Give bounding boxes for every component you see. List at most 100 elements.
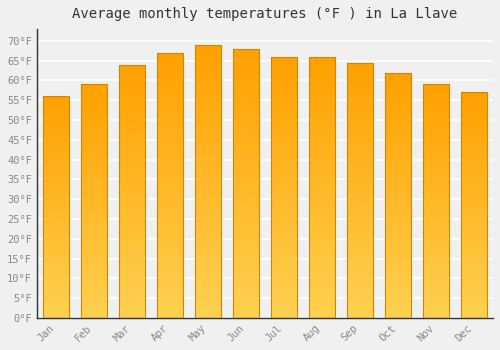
- Bar: [346, 168, 374, 171]
- Bar: [118, 80, 145, 84]
- Bar: [422, 294, 450, 297]
- Bar: [308, 128, 336, 132]
- Bar: [346, 152, 374, 155]
- Bar: [232, 267, 259, 271]
- Bar: [80, 315, 107, 318]
- Bar: [460, 239, 487, 242]
- Bar: [422, 222, 450, 224]
- Bar: [118, 131, 145, 134]
- Bar: [194, 198, 221, 202]
- Bar: [460, 281, 487, 284]
- Bar: [118, 150, 145, 153]
- Bar: [384, 140, 411, 143]
- Bar: [232, 113, 259, 116]
- Bar: [194, 144, 221, 147]
- Bar: [422, 166, 450, 169]
- Bar: [308, 112, 336, 116]
- Bar: [118, 169, 145, 172]
- Bar: [384, 97, 411, 100]
- Bar: [384, 244, 411, 247]
- Bar: [384, 300, 411, 302]
- Bar: [118, 175, 145, 178]
- Bar: [384, 266, 411, 269]
- Bar: [42, 243, 69, 246]
- Bar: [270, 155, 297, 158]
- Bar: [80, 122, 107, 125]
- Bar: [80, 298, 107, 300]
- Bar: [460, 126, 487, 129]
- Bar: [346, 283, 374, 286]
- Bar: [232, 83, 259, 86]
- Bar: [460, 174, 487, 177]
- Bar: [308, 155, 336, 158]
- Bar: [384, 72, 411, 318]
- Bar: [118, 214, 145, 217]
- Bar: [156, 222, 183, 225]
- Bar: [156, 315, 183, 318]
- Bar: [156, 304, 183, 308]
- Bar: [42, 276, 69, 279]
- Bar: [194, 62, 221, 65]
- Bar: [80, 134, 107, 137]
- Bar: [80, 216, 107, 219]
- Bar: [80, 222, 107, 224]
- Bar: [42, 224, 69, 226]
- Bar: [232, 133, 259, 136]
- Bar: [460, 284, 487, 287]
- Bar: [270, 60, 297, 63]
- Bar: [80, 131, 107, 134]
- Bar: [156, 86, 183, 89]
- Bar: [232, 59, 259, 62]
- Bar: [422, 201, 450, 204]
- Bar: [460, 194, 487, 197]
- Bar: [422, 236, 450, 239]
- Bar: [232, 264, 259, 267]
- Bar: [270, 125, 297, 128]
- Bar: [42, 257, 69, 260]
- Bar: [422, 160, 450, 163]
- Bar: [384, 235, 411, 238]
- Bar: [308, 109, 336, 112]
- Bar: [42, 235, 69, 238]
- Bar: [232, 72, 259, 76]
- Bar: [270, 288, 297, 292]
- Bar: [232, 66, 259, 69]
- Bar: [270, 204, 297, 207]
- Bar: [156, 109, 183, 112]
- Bar: [232, 89, 259, 92]
- Bar: [384, 106, 411, 109]
- Bar: [422, 149, 450, 152]
- Bar: [346, 225, 374, 229]
- Bar: [460, 253, 487, 256]
- Bar: [422, 303, 450, 306]
- Bar: [42, 213, 69, 215]
- Bar: [42, 309, 69, 312]
- Bar: [460, 236, 487, 239]
- Bar: [308, 266, 336, 269]
- Bar: [308, 295, 336, 298]
- Bar: [194, 164, 221, 168]
- Bar: [384, 223, 411, 226]
- Bar: [308, 197, 336, 200]
- Bar: [308, 272, 336, 275]
- Bar: [194, 294, 221, 298]
- Bar: [308, 99, 336, 103]
- Bar: [270, 148, 297, 152]
- Bar: [346, 241, 374, 245]
- Bar: [42, 193, 69, 196]
- Bar: [42, 141, 69, 144]
- Bar: [384, 226, 411, 229]
- Bar: [460, 275, 487, 278]
- Bar: [422, 207, 450, 210]
- Bar: [270, 269, 297, 272]
- Bar: [384, 149, 411, 152]
- Bar: [232, 227, 259, 230]
- Bar: [156, 152, 183, 155]
- Bar: [194, 103, 221, 106]
- Bar: [118, 299, 145, 302]
- Bar: [346, 130, 374, 133]
- Bar: [118, 223, 145, 226]
- Bar: [156, 301, 183, 304]
- Bar: [42, 315, 69, 318]
- Bar: [308, 181, 336, 184]
